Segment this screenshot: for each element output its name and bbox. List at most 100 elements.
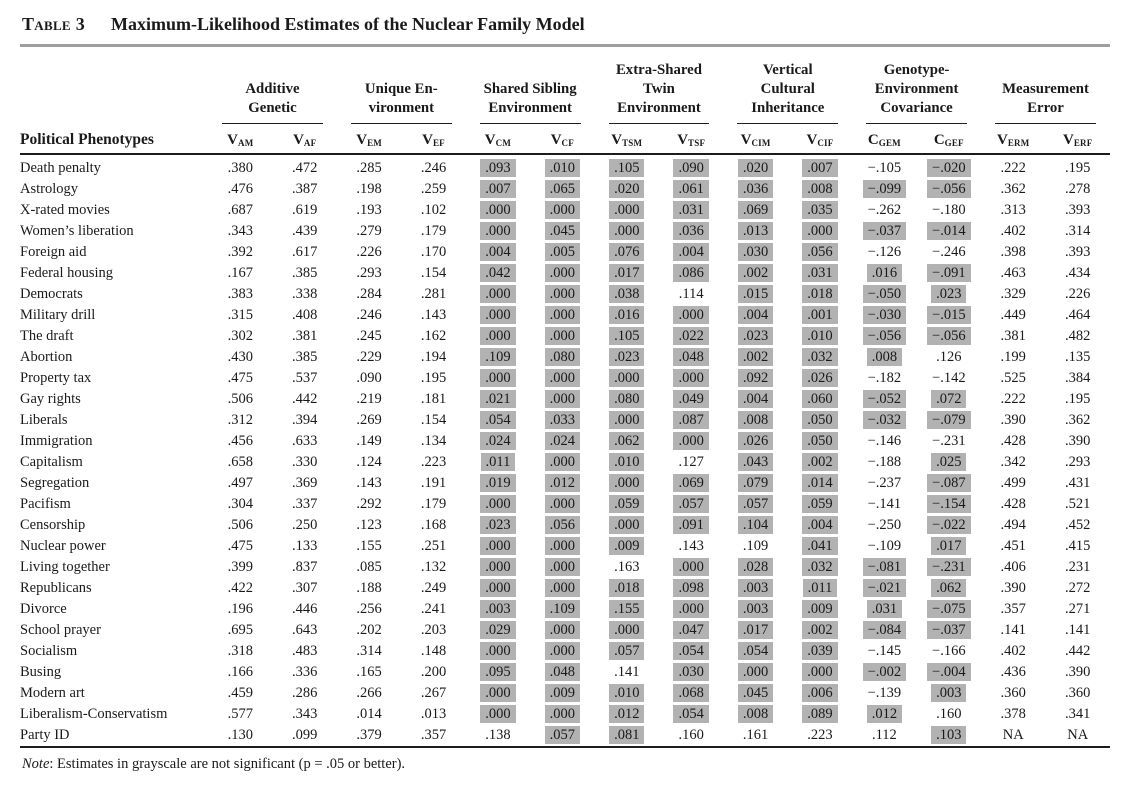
table-cell: .000 — [530, 620, 594, 641]
nonsignificant-estimate: .000 — [480, 705, 516, 723]
table-cell: −.079 — [917, 410, 981, 431]
table-cell: .000 — [530, 641, 594, 662]
table-cell: .017 — [723, 620, 787, 641]
table-cell: .281 — [420, 286, 447, 302]
nonsignificant-estimate: .017 — [931, 537, 967, 555]
table-cell: .378 — [1000, 706, 1026, 722]
nonsignificant-estimate: .042 — [480, 264, 516, 282]
table-cell: .266 — [356, 685, 382, 701]
table-cell: .087 — [659, 410, 723, 431]
nonsignificant-estimate: .032 — [802, 558, 838, 576]
row-label: Capitalism — [20, 454, 83, 470]
table-cell: .251 — [420, 538, 447, 554]
nonsignificant-estimate: .069 — [737, 201, 774, 219]
nonsignificant-estimate: .095 — [480, 663, 516, 681]
table-cell: .019 — [466, 473, 530, 494]
table-cell: .000 — [466, 200, 530, 221]
table-cell: .130 — [208, 725, 273, 748]
table-cell: .428 — [1000, 496, 1026, 512]
nonsignificant-estimate: .000 — [609, 369, 645, 387]
table-row: Death penalty .380 .472 .285 .246 .093 .010 .10… — [20, 154, 1110, 179]
table-cell: .198 — [356, 181, 382, 197]
nonsignificant-estimate: −.075 — [927, 600, 971, 618]
table-cell: .406 — [1000, 559, 1026, 575]
nonsignificant-estimate: .000 — [673, 369, 709, 387]
nonsignificant-estimate: −.154 — [927, 495, 971, 513]
title-divider — [20, 44, 1110, 47]
table-row: Astrology .476 .387 .198 .259 .007 .065 .020 .06… — [20, 179, 1110, 200]
table-cell: .379 — [336, 725, 402, 748]
table-cell: .004 — [788, 515, 852, 536]
table-cell: .168 — [420, 517, 447, 533]
nonsignificant-estimate: .000 — [480, 579, 516, 597]
group-header-line: Environment — [617, 100, 701, 116]
nonsignificant-estimate: .000 — [544, 201, 581, 219]
nonsignificant-estimate: .079 — [737, 474, 774, 492]
table-cell: .222 — [1000, 391, 1026, 407]
nonsignificant-estimate: .004 — [737, 306, 774, 324]
table-cell: .000 — [530, 326, 594, 347]
nonsignificant-estimate: .109 — [480, 348, 516, 366]
nonsignificant-estimate: .000 — [544, 621, 581, 639]
nonsignificant-estimate: .012 — [609, 705, 645, 723]
table-cell: .449 — [1000, 307, 1026, 323]
table-cell: .057 — [723, 494, 787, 515]
column-header-vem: VEM — [336, 124, 402, 155]
nonsignificant-estimate: .000 — [480, 327, 516, 345]
nonsignificant-estimate: .026 — [737, 432, 774, 450]
nonsignificant-estimate: .023 — [737, 327, 774, 345]
table-cell: .013 — [723, 221, 787, 242]
nonsignificant-estimate: −.004 — [927, 663, 971, 681]
table-cell: .109 — [466, 347, 530, 368]
group-header-extra-shared-twin-environment: Extra-Shared Twin Environment — [595, 53, 724, 124]
table-cell: −.246 — [932, 244, 966, 260]
table-row: Capitalism .658 .330 .124 .223 .011 .000 .010 .1… — [20, 452, 1110, 473]
table-cell: .000 — [530, 284, 594, 305]
table-cell: .269 — [356, 412, 382, 428]
row-label: Federal housing — [20, 265, 114, 281]
group-header-line: Covariance — [880, 100, 953, 116]
table-cell: .085 — [356, 559, 382, 575]
table-cell: .124 — [356, 454, 382, 470]
table-cell: .430 — [227, 349, 253, 365]
table-cell: .285 — [356, 160, 382, 176]
table-cell: .024 — [530, 431, 594, 452]
table-cell: .012 — [595, 704, 659, 725]
nonsignificant-estimate: .045 — [737, 684, 774, 702]
nonsignificant-estimate: .008 — [866, 348, 903, 366]
nonsignificant-estimate: .010 — [544, 159, 581, 177]
table-cell: .000 — [466, 683, 530, 704]
table-row: Busing .166 .336 .165 .200 .095 .048 .141 .030 .0… — [20, 662, 1110, 683]
symbol-subscript: GEM — [878, 137, 901, 148]
nonsignificant-estimate: .109 — [544, 600, 581, 618]
group-header-vertical-cultural-inheritance: Vertical Cultural Inheritance — [723, 53, 852, 124]
column-header-cgem: CGEM — [852, 124, 917, 155]
table-cell: .475 — [227, 538, 253, 554]
nonsignificant-estimate: .026 — [802, 369, 838, 387]
nonsignificant-estimate: .017 — [609, 264, 645, 282]
nonsignificant-estimate: −.052 — [862, 390, 907, 408]
group-underline — [608, 123, 710, 124]
table-cell: .499 — [1000, 475, 1026, 491]
table-cell: .045 — [530, 221, 594, 242]
nonsignificant-estimate: .000 — [802, 222, 838, 240]
table-cell: .402 — [1000, 223, 1026, 239]
table-cell: .203 — [420, 622, 447, 638]
table-cell: .619 — [292, 202, 318, 218]
table-note: Note: Estimates in grayscale are not sig… — [20, 756, 1110, 773]
nonsignificant-estimate: .062 — [931, 579, 967, 597]
column-header-vcif: VCIF — [787, 124, 853, 155]
table-cell: .226 — [356, 244, 382, 260]
table-cell: .008 — [723, 410, 787, 431]
nonsignificant-estimate: .061 — [673, 180, 709, 198]
nonsignificant-estimate: −.231 — [927, 558, 971, 576]
table-cell: .223 — [420, 454, 447, 470]
nonsignificant-estimate: .000 — [544, 705, 581, 723]
nonsignificant-estimate: .031 — [673, 201, 709, 219]
nonsignificant-estimate: .008 — [737, 411, 774, 429]
table-cell: −.250 — [867, 517, 902, 533]
nonsignificant-estimate: .087 — [673, 411, 709, 429]
table-cell: NA — [1045, 725, 1110, 748]
table-cell: .390 — [1065, 664, 1091, 680]
table-cell: .315 — [227, 307, 253, 323]
